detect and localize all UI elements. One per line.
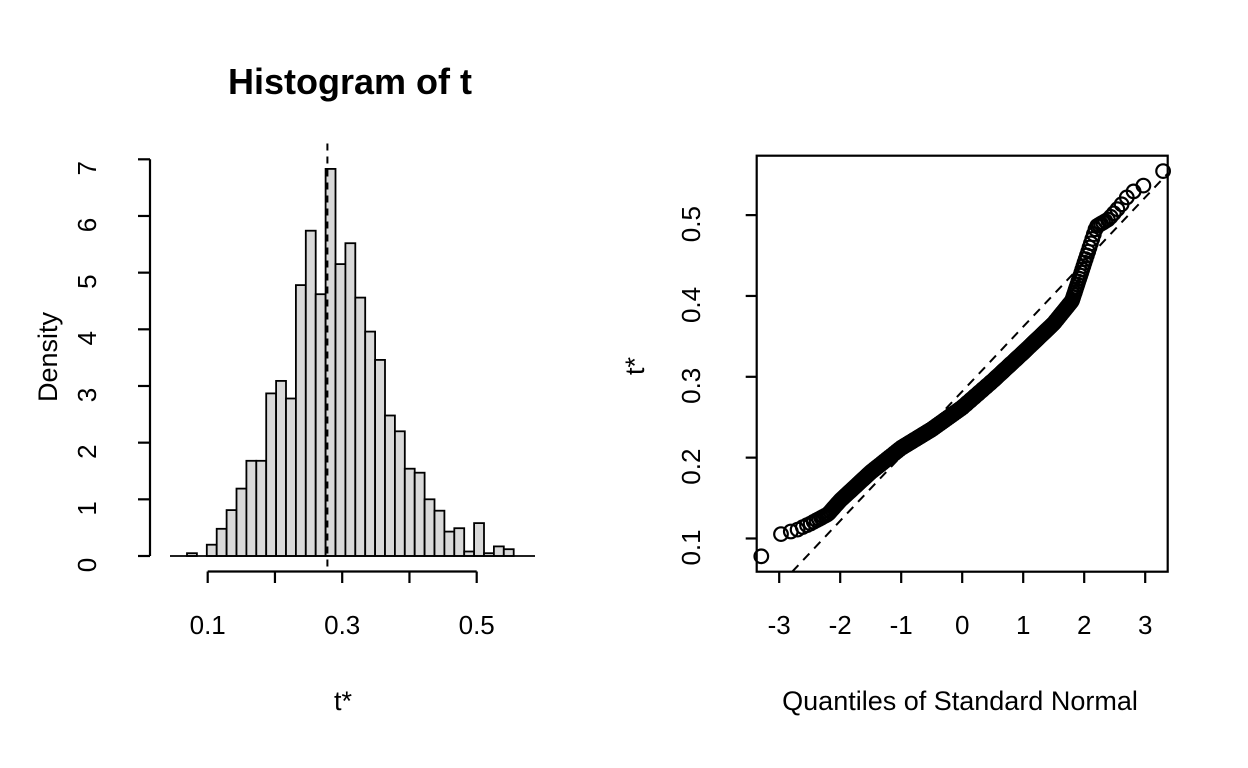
hist-yaxis-label: Density — [33, 311, 63, 402]
histogram-bar — [334, 263, 347, 557]
qq-points — [753, 163, 1171, 565]
histogram-bar — [453, 527, 466, 557]
histogram-bar — [354, 296, 367, 557]
qq-point — [1105, 205, 1122, 222]
qq-point — [1155, 163, 1171, 180]
histogram-bar — [245, 459, 258, 557]
histogram-bar — [473, 522, 485, 557]
x-tick-label: 0.5 — [459, 610, 495, 640]
x-tick-label: 0.3 — [324, 610, 360, 640]
histogram-bar — [393, 430, 406, 557]
qq-point — [1135, 177, 1152, 194]
y-tick-label: 7 — [72, 161, 102, 175]
y-tick-label: 0.1 — [676, 529, 706, 565]
histogram-bar — [314, 293, 327, 557]
y-tick-label: 2 — [72, 444, 102, 458]
x-tick-label: 2 — [1077, 610, 1091, 640]
histogram-bar — [255, 459, 268, 557]
x-tick-label: -2 — [829, 610, 852, 640]
y-tick-label: 6 — [72, 218, 102, 232]
histogram-bar — [364, 330, 377, 557]
histogram-bars — [186, 167, 515, 557]
x-tick-label: -3 — [768, 610, 791, 640]
histogram-bar — [344, 242, 357, 557]
histogram-bar — [285, 397, 297, 557]
qq-point — [753, 548, 770, 565]
y-tick-label: 4 — [72, 331, 102, 345]
y-tick-label: 5 — [72, 274, 102, 288]
x-tick-label: 0.1 — [190, 610, 226, 640]
histogram-bar — [492, 545, 505, 557]
qq-plot-area: -3 -2 -1 0 1 2 3 0.1 0.2 0.3 0.4 0.5 — [676, 154, 1171, 640]
histogram-panel: Histogram of t Density t* 0 1 2 3 4 5 6 7 0.1 0.3… — [33, 61, 535, 716]
y-tick-label: 0.3 — [676, 368, 706, 404]
histogram-bar — [443, 530, 456, 557]
y-tick-label: 0.5 — [676, 206, 706, 242]
y-tick-label: 0.4 — [676, 287, 706, 323]
histogram-bar — [205, 543, 218, 557]
histogram-plot-area: 0 1 2 3 4 5 6 7 0.1 0.3 0.5 — [72, 143, 535, 640]
histogram-bar — [304, 229, 317, 557]
histogram-bar — [235, 487, 248, 557]
y-tick-label: 1 — [72, 501, 102, 515]
histogram-bar — [374, 358, 386, 557]
histogram-bar — [265, 392, 278, 557]
histogram-bar — [294, 284, 307, 557]
histogram-bar — [433, 509, 446, 557]
qq-xaxis-label: Quantiles of Standard Normal — [782, 686, 1138, 716]
histogram-bar — [225, 509, 238, 557]
histogram-bar — [215, 527, 228, 557]
histogram-bar — [423, 498, 436, 557]
histogram-title: Histogram of t — [228, 61, 472, 102]
qq-point — [1109, 201, 1126, 218]
y-tick-label: 0.2 — [676, 449, 706, 485]
x-tick-label: 3 — [1138, 610, 1152, 640]
qq-reference-line — [791, 172, 1169, 573]
y-tick-label: 3 — [72, 388, 102, 402]
histogram-bar — [275, 379, 287, 557]
histogram-bar — [403, 467, 416, 557]
x-tick-label: 0 — [955, 610, 969, 640]
histogram-bar — [502, 548, 515, 557]
histogram-bar — [384, 414, 396, 557]
hist-xaxis-label: t* — [334, 686, 353, 716]
qq-point — [773, 526, 789, 542]
x-tick-label: 1 — [1016, 610, 1030, 640]
y-tick-label: 0 — [72, 558, 102, 572]
qq-yaxis-label: t* — [620, 357, 650, 376]
qq-panel: t* Quantiles of Standard Normal -3 -2 -1 0 1… — [620, 154, 1171, 716]
x-tick-label: -1 — [890, 610, 913, 640]
histogram-bar — [413, 471, 426, 557]
